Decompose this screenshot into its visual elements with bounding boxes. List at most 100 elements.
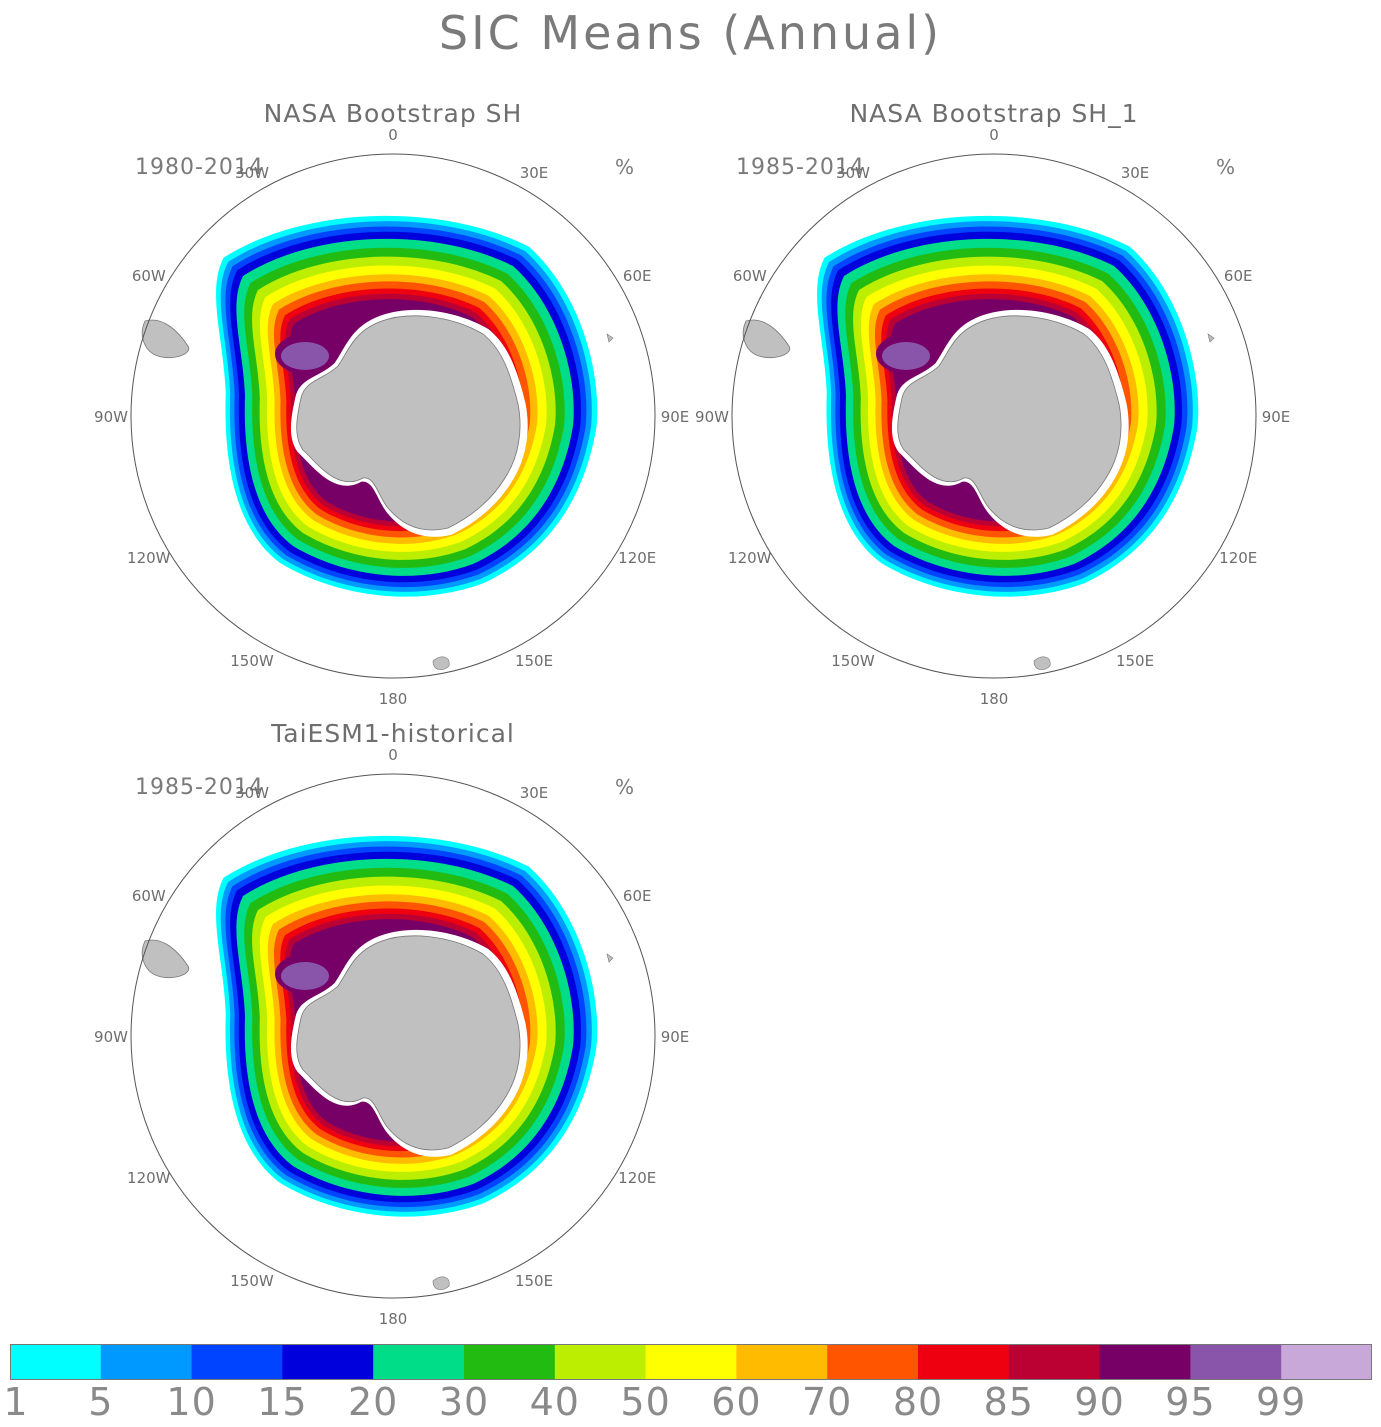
colorbar-swatch xyxy=(373,1344,465,1380)
colorbar-tick-label: 95 xyxy=(1165,1380,1216,1424)
polar-map: 0 30E 60E 90E 120E 150E 180 150W 120W 90W 60W 30W xyxy=(695,126,1290,708)
antarctica-landmass xyxy=(296,935,521,1151)
colorbar-swatch xyxy=(1008,1344,1101,1380)
colorbar-swatch xyxy=(191,1344,283,1380)
island-landmass xyxy=(432,656,450,670)
ice-band xyxy=(281,342,329,370)
longitude-label: 60E xyxy=(623,267,652,285)
ice-band xyxy=(882,342,930,370)
map-boundary xyxy=(130,773,656,1299)
colorbar-swatch xyxy=(645,1344,737,1380)
colorbar-swatch xyxy=(1281,1344,1372,1380)
longitude-label: 150W xyxy=(831,652,875,670)
map-panel-nasa-bootstrap-sh-1: NASA Bootstrap SH_1 1985-2014 % 0 30E 60E 90E 1… xyxy=(695,99,1290,708)
panel-period: 1980-2014 xyxy=(135,155,264,180)
panel-units: % xyxy=(1216,155,1235,179)
colorbar-tick-label: 60 xyxy=(711,1380,762,1424)
colorbar-swatch xyxy=(282,1344,374,1380)
colorbar-swatch xyxy=(100,1344,193,1380)
longitude-label: 30E xyxy=(1121,164,1150,182)
colorbar-tick-label: 20 xyxy=(348,1380,399,1424)
panel-period: 1985-2014 xyxy=(135,775,264,800)
longitude-label: 150E xyxy=(515,652,553,670)
longitude-label: 30W xyxy=(235,784,269,802)
colorbar xyxy=(10,1344,1372,1380)
longitude-label: 120E xyxy=(618,549,656,567)
colorbar-swatch xyxy=(736,1344,828,1380)
map-panel-nasa-bootstrap-sh: NASA Bootstrap SH 1980-2014 % 0 30E 60E 90E 120… xyxy=(94,99,689,708)
colorbar-swatch xyxy=(1099,1344,1191,1380)
colorbar-swatch xyxy=(464,1344,556,1380)
longitude-label: 150E xyxy=(1116,652,1154,670)
south-america-landmass xyxy=(742,319,791,359)
longitude-label: 120E xyxy=(618,1169,656,1187)
colorbar-tick-label: 15 xyxy=(257,1380,308,1424)
longitude-label: 30E xyxy=(520,164,549,182)
colorbar-swatch xyxy=(827,1344,919,1380)
panel-title: TaiESM1-historical xyxy=(270,719,515,748)
longitude-label: 30E xyxy=(520,784,549,802)
colorbar-tick-label: 80 xyxy=(892,1380,944,1424)
longitude-label: 0 xyxy=(388,746,398,764)
longitude-label: 60W xyxy=(132,887,166,905)
colorbar-tick-label: 30 xyxy=(438,1380,490,1424)
ice-band xyxy=(281,962,329,990)
colorbar-tick-label: 85 xyxy=(983,1380,1034,1424)
longitude-label: 60E xyxy=(623,887,652,905)
colorbar-tick-label: 40 xyxy=(529,1380,580,1424)
longitude-label: 120E xyxy=(1219,549,1257,567)
island-landmass xyxy=(606,953,614,963)
south-america-landmass xyxy=(141,319,190,359)
colorbar-tick-label: 99 xyxy=(1256,1380,1307,1424)
longitude-label: 120W xyxy=(728,549,772,567)
panel-title: NASA Bootstrap SH xyxy=(264,99,523,128)
longitude-label: 90W xyxy=(695,408,729,426)
longitude-label: 90W xyxy=(94,408,128,426)
colorbar-swatch xyxy=(1190,1344,1282,1380)
colorbar-swatch xyxy=(918,1344,1010,1380)
colorbar-swatch xyxy=(554,1344,647,1380)
longitude-label: 90E xyxy=(1262,408,1291,426)
longitude-label: 180 xyxy=(980,690,1009,708)
colorbar-tick-label: 50 xyxy=(620,1380,671,1424)
antarctica-landmass xyxy=(296,315,521,531)
longitude-label: 180 xyxy=(379,690,408,708)
longitude-label: 60W xyxy=(132,267,166,285)
longitude-label: 150E xyxy=(515,1272,553,1290)
panel-title: NASA Bootstrap SH_1 xyxy=(849,99,1138,128)
longitude-label: 60W xyxy=(733,267,767,285)
colorbar-tick-label: 10 xyxy=(166,1380,217,1424)
map-boundary xyxy=(130,153,656,679)
map-boundary xyxy=(731,153,1257,679)
polar-map: 0 30E 60E 90E 120E 150E 180 150W 120W 90W 60W 30W xyxy=(94,126,689,708)
polar-map: 0 30E 60E 90E 120E 150E 180 150W 120W 90W 60W 30W xyxy=(94,746,689,1328)
longitude-label: 150W xyxy=(230,652,274,670)
map-panel-taiesm1-historical: TaiESM1-historical 1985-2014 % 0 30E 60E 90E 12… xyxy=(94,719,689,1328)
south-america-landmass xyxy=(141,939,190,979)
island-landmass xyxy=(432,1276,450,1290)
colorbar-labels: 1 5 10 15 20 30 40 50 60 70 80 85 90 95 99 xyxy=(0,1380,1381,1427)
longitude-label: 0 xyxy=(388,126,398,144)
longitude-label: 60E xyxy=(1224,267,1253,285)
longitude-label: 30W xyxy=(235,164,269,182)
colorbar-tick-label: 70 xyxy=(802,1380,853,1424)
colorbar-swatch xyxy=(10,1344,102,1380)
colorbar-tick-label: 90 xyxy=(1074,1380,1125,1424)
panel-units: % xyxy=(615,775,634,799)
page-title: SIC Means (Annual) xyxy=(438,6,943,60)
longitude-label: 150W xyxy=(230,1272,274,1290)
longitude-label: 90E xyxy=(661,1028,690,1046)
longitude-label: 180 xyxy=(379,1310,408,1328)
longitude-label: 30W xyxy=(836,164,870,182)
panel-units: % xyxy=(615,155,634,179)
longitude-label: 90E xyxy=(661,408,690,426)
colorbar-tick-label: 1 xyxy=(3,1380,29,1424)
island-landmass xyxy=(1033,656,1051,670)
longitude-label: 90W xyxy=(94,1028,128,1046)
longitude-label: 120W xyxy=(127,1169,171,1187)
panel-period: 1985-2014 xyxy=(736,155,865,180)
colorbar-tick-label: 5 xyxy=(88,1380,114,1424)
island-landmass xyxy=(1207,333,1215,343)
island-landmass xyxy=(606,333,614,343)
longitude-label: 0 xyxy=(989,126,999,144)
